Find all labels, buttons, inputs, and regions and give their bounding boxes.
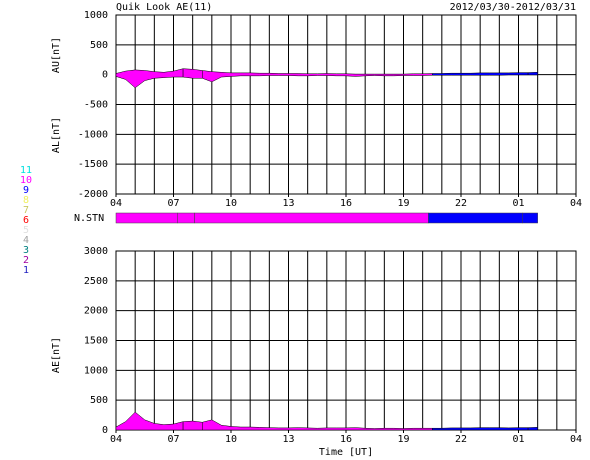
y-tick-label: -1500 [78,159,108,170]
x-tick-label: 19 [397,198,409,209]
y-tick-label: 500 [90,40,108,51]
x-tick-label: 04 [110,198,122,209]
ae-area [432,427,529,431]
ae-area [527,427,538,431]
date-range: 2012/03/30-2012/03/31 [450,2,576,13]
y-tick-label: -1000 [78,129,108,140]
x-tick-label: 16 [340,198,352,209]
ae-area [182,420,203,431]
y-tick-label: -500 [84,100,108,111]
x-tick-label: 01 [512,434,524,445]
y-tick-label: 500 [90,395,108,406]
station-legend-item: 4 [23,235,29,246]
x-tick-label: 04 [570,198,582,209]
station-legend-item: 11 [20,165,32,176]
y-tick-label: 2500 [84,276,108,287]
station-segment [177,212,195,224]
x-tick-label: 04 [570,434,582,445]
x-tick-label: 22 [455,198,467,209]
station-segment [428,212,523,224]
au-al-area [182,68,203,79]
x-tick-label: 04 [110,434,122,445]
y-tick-label: 1000 [84,365,108,376]
station-segment [115,212,178,224]
x-tick-label: 22 [455,434,467,445]
chart-title: Quik Look AE(11) [116,2,212,13]
x-tick-label: 10 [225,434,237,445]
x-tick-label: 10 [225,198,237,209]
y-tick-label: 3000 [84,246,108,257]
station-legend-item: 6 [23,215,29,226]
station-label: N.STN [74,213,104,224]
x-tick-label: 16 [340,434,352,445]
station-legend-item: 10 [20,175,32,186]
y-tick-label: -2000 [78,189,108,200]
x-tick-label: 19 [397,434,409,445]
y-tick-label: 1000 [84,10,108,21]
y-tick-label: 1500 [84,336,108,347]
x-tick-label: 07 [167,434,179,445]
y-axis-label: AL[nT] [51,117,62,153]
station-segment [522,212,538,224]
x-tick-label: 13 [282,434,294,445]
station-legend-item: 5 [23,225,29,236]
ae-area [202,419,433,431]
x-tick-label: 01 [512,198,524,209]
station-legend-item: 9 [23,185,29,196]
station-segment [194,212,429,224]
y-axis-label: AU[nT] [51,37,62,73]
x-tick-label: 13 [282,198,294,209]
y-tick-label: 0 [102,70,108,81]
station-legend-item: 7 [23,205,29,216]
station-legend-item: 1 [23,265,29,276]
x-tick-label: 07 [167,198,179,209]
station-legend-item: 8 [23,195,29,206]
y-tick-label: 0 [102,425,108,436]
y-tick-label: 2000 [84,306,108,317]
au-al-area [527,72,538,76]
station-legend-item: 2 [23,255,29,266]
station-legend-item: 3 [23,245,29,256]
y-axis-label: AE[nT] [51,337,62,373]
x-axis-label: Time [UT] [319,447,373,458]
